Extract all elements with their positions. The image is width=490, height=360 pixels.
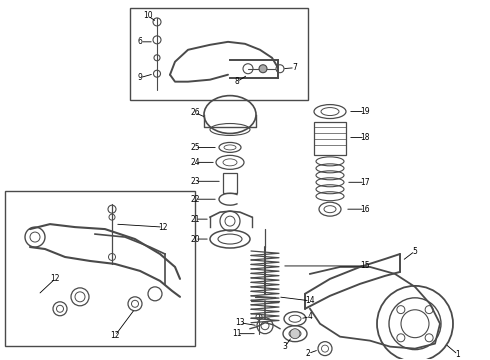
Circle shape <box>259 65 267 73</box>
Bar <box>223 173 237 193</box>
Text: 16: 16 <box>360 205 370 214</box>
Text: 15: 15 <box>360 261 370 270</box>
Text: 2: 2 <box>306 349 310 358</box>
Text: 7: 7 <box>293 63 297 72</box>
Bar <box>5 191 195 346</box>
Text: 12: 12 <box>110 331 120 340</box>
Text: 14: 14 <box>305 296 315 305</box>
Text: 9: 9 <box>138 73 143 82</box>
Text: 20: 20 <box>190 235 200 244</box>
Text: 12: 12 <box>158 222 168 231</box>
Text: 24: 24 <box>190 158 200 167</box>
Text: 25: 25 <box>190 143 200 152</box>
Text: 8: 8 <box>235 77 240 86</box>
Text: 23: 23 <box>190 177 200 186</box>
Text: 13: 13 <box>235 318 245 327</box>
Text: 21: 21 <box>190 215 200 224</box>
Text: 5: 5 <box>413 247 417 256</box>
Text: 4: 4 <box>308 312 313 321</box>
Bar <box>314 122 346 156</box>
Text: 22: 22 <box>190 195 200 204</box>
Text: 26: 26 <box>190 108 200 117</box>
Text: 1: 1 <box>456 350 461 359</box>
Text: 12: 12 <box>50 274 60 283</box>
Text: 10: 10 <box>143 12 153 21</box>
Text: 17: 17 <box>360 178 370 187</box>
Text: 6: 6 <box>138 37 143 46</box>
Bar <box>130 8 308 100</box>
Text: 3: 3 <box>283 342 288 351</box>
Text: 18: 18 <box>360 133 370 142</box>
Text: 11: 11 <box>232 329 242 338</box>
Text: 19: 19 <box>360 107 370 116</box>
Circle shape <box>290 329 300 339</box>
